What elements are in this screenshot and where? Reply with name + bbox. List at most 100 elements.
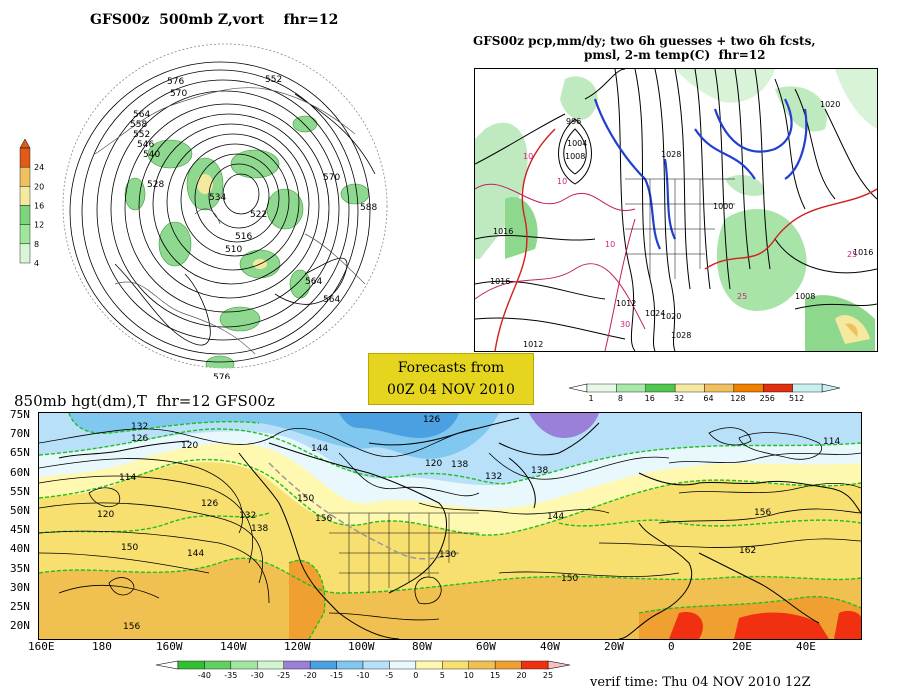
lon-label: 0 bbox=[668, 640, 675, 653]
colorbar-swatch bbox=[19, 205, 31, 225]
colorbar-tick-label: -40 bbox=[197, 671, 211, 680]
colorbar-tick-label: 5 bbox=[439, 671, 445, 680]
svg-text:564: 564 bbox=[305, 277, 322, 287]
svg-text:1008: 1008 bbox=[565, 152, 585, 161]
svg-text:1024: 1024 bbox=[645, 309, 665, 318]
svg-text:540: 540 bbox=[143, 150, 160, 160]
lat-label: 35N bbox=[10, 561, 30, 575]
height-contour-label: 150 bbox=[297, 494, 314, 504]
height-contour-label: 138 bbox=[451, 460, 468, 470]
colorbar-swatch bbox=[704, 383, 735, 393]
forecast-from-box: Forecasts from 00Z 04 NOV 2010 bbox=[368, 353, 534, 405]
colorbar-tick-label: -30 bbox=[250, 671, 264, 680]
colorbar-swatch bbox=[616, 383, 646, 393]
colorbar-swatch bbox=[763, 383, 793, 393]
colorbar-swatch bbox=[19, 166, 31, 187]
lon-label: 160E bbox=[28, 640, 55, 653]
height-contour-label: 144 bbox=[311, 444, 328, 454]
svg-text:522: 522 bbox=[250, 210, 267, 220]
height-contour-label: 150 bbox=[561, 574, 578, 584]
svg-text:576: 576 bbox=[213, 373, 230, 379]
height-contour-label: 114 bbox=[823, 437, 840, 447]
lat-label: 70N bbox=[10, 427, 30, 441]
svg-text:570: 570 bbox=[170, 89, 187, 99]
forecast-line2: 00Z 04 NOV 2010 bbox=[387, 382, 515, 398]
colorbar-swatch bbox=[389, 660, 417, 670]
height-contour-label: 130 bbox=[439, 550, 456, 560]
colorbar-swatch bbox=[468, 660, 496, 670]
svg-text:528: 528 bbox=[147, 180, 164, 190]
lon-label: 80W bbox=[412, 640, 432, 653]
svg-text:1016: 1016 bbox=[490, 277, 510, 286]
svg-text:1020: 1020 bbox=[661, 312, 681, 321]
panel3-lon-labels: 160E 180 160W 140W 120W 100W 80W 60W 40W 20W 0 20E 4… bbox=[18, 640, 880, 654]
colorbar-swatch bbox=[309, 660, 337, 670]
lon-label: 180 bbox=[92, 640, 112, 653]
svg-text:1016: 1016 bbox=[853, 248, 873, 257]
colorbar-swatch bbox=[792, 383, 823, 393]
svg-text:25: 25 bbox=[847, 250, 857, 259]
colorbar-tick-label: 256 bbox=[759, 394, 775, 403]
colorbar-tick-label: -25 bbox=[277, 671, 291, 680]
lat-label: 60N bbox=[10, 465, 30, 479]
lon-label: 100W bbox=[348, 640, 375, 653]
svg-text:558: 558 bbox=[130, 120, 147, 130]
height-contour-label: 126 bbox=[201, 499, 218, 509]
panel3-lat-labels: 75N 70N 65N 60N 55N 50N 45N 40N 35N 30N 25N 20N bbox=[0, 408, 38, 638]
colorbar-swatch bbox=[177, 660, 205, 670]
lon-label: 20W bbox=[604, 640, 624, 653]
height-contour-label: 126 bbox=[423, 415, 440, 425]
panel2-colorbar: 1 8 16 32 64 128 256 512 bbox=[565, 382, 850, 404]
lat-label: 75N bbox=[10, 408, 30, 421]
lon-label: 40W bbox=[540, 640, 560, 653]
svg-text:1016: 1016 bbox=[493, 227, 513, 236]
colorbar-tick-label: -35 bbox=[224, 671, 238, 680]
colorbar-tick-label: 1 bbox=[588, 394, 594, 403]
colorbar-swatch bbox=[521, 660, 549, 670]
height-contour-label: 162 bbox=[739, 546, 756, 556]
colorbar-tick-label: 4 bbox=[34, 259, 39, 268]
colorbar-tick-label: -5 bbox=[385, 671, 394, 680]
height-contour-label: 114 bbox=[119, 473, 136, 483]
height-contour-label: 120 bbox=[97, 510, 114, 520]
panel3-colorbar: -40 -35 -30 -25 -20 -15 -10 -5 0 5 10 15 20 25 bbox=[150, 659, 590, 685]
lon-label: 160W bbox=[156, 640, 183, 653]
svg-text:1028: 1028 bbox=[671, 331, 691, 340]
svg-text:1004: 1004 bbox=[567, 139, 587, 148]
height-contour-label: 132 bbox=[239, 511, 256, 521]
svg-text:546: 546 bbox=[137, 140, 154, 150]
colorbar-swatch bbox=[494, 660, 522, 670]
colorbar-swatch bbox=[257, 660, 284, 670]
panel2-map: 1020 1016 1016 1012 1008 1004 1000 1016 … bbox=[474, 68, 878, 352]
svg-text:576: 576 bbox=[167, 77, 184, 87]
panel2-title-line1: GFS00z pcp,mm/dy; two 6h guesses + two 6… bbox=[473, 34, 816, 48]
height-contour-label: 132 bbox=[485, 472, 502, 482]
lon-label: 140W bbox=[220, 640, 247, 653]
lat-label: 55N bbox=[10, 484, 30, 498]
colorbar-swatch bbox=[362, 660, 390, 670]
colorbar-tick-label: 10 bbox=[463, 671, 474, 680]
colorbar-swatch bbox=[283, 660, 311, 670]
colorbar-arrow-right bbox=[821, 383, 841, 393]
colorbar-tick-label: 20 bbox=[34, 182, 44, 191]
colorbar-swatch bbox=[230, 660, 258, 670]
lon-label: 20E bbox=[732, 640, 752, 653]
colorbar-tick-label: 8 bbox=[617, 394, 623, 403]
svg-text:30: 30 bbox=[620, 320, 630, 329]
colorbar-tick-label: -10 bbox=[356, 671, 370, 680]
lat-label: 20N bbox=[10, 619, 30, 633]
height-contour-label: 156 bbox=[315, 514, 332, 524]
colorbar-tick-label: 25 bbox=[542, 671, 554, 680]
colorbar-arrow-right bbox=[547, 660, 571, 670]
colorbar-tick-label: 128 bbox=[730, 394, 746, 403]
svg-text:516: 516 bbox=[235, 232, 252, 242]
colorbar-tick-label: 16 bbox=[644, 394, 655, 403]
lon-label: 120W bbox=[284, 640, 311, 653]
colorbar-arrow-top bbox=[19, 138, 31, 149]
height-contour-label: 120 bbox=[425, 459, 442, 469]
svg-text:588: 588 bbox=[360, 203, 377, 213]
svg-text:25: 25 bbox=[737, 292, 747, 301]
svg-text:10: 10 bbox=[605, 240, 615, 249]
lat-label: 65N bbox=[10, 446, 30, 460]
panel2-title-line2: pmsl, 2-m temp(C) fhr=12 bbox=[584, 48, 766, 62]
